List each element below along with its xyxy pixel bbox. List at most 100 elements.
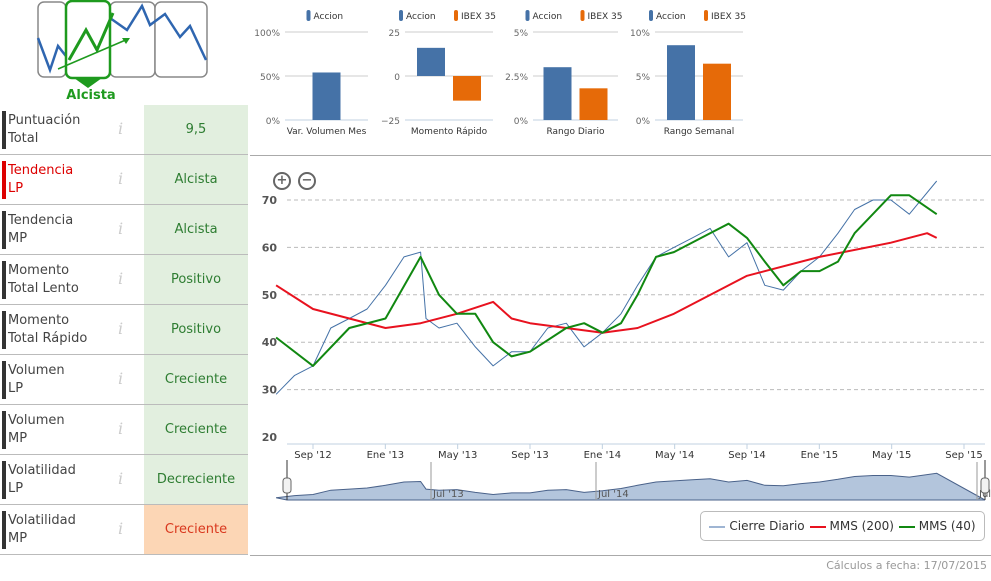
tick-label: 2.5% [505, 73, 528, 83]
row-label: Tendencia MP [8, 212, 73, 248]
row-label-line1: Volumen [8, 363, 65, 378]
trend-logo: Alcista [36, 0, 208, 103]
y-tick-label: 20 [262, 431, 278, 444]
bar-accion [667, 45, 695, 121]
bar-ibex-35 [453, 76, 481, 101]
legend-cierre[interactable]: Cierre Diario [709, 519, 805, 533]
tick-label: 100% [254, 29, 280, 39]
zoom-out-icon[interactable]: − [298, 172, 316, 190]
info-icon[interactable]: i [118, 519, 124, 538]
row-label-line1: Tendencia [8, 163, 74, 178]
legend-swatch [580, 10, 585, 21]
indicator-row: Volumen LP i Creciente [0, 355, 248, 405]
x-tick-label: Ene '15 [801, 450, 838, 461]
y-tick-label: 40 [262, 336, 278, 349]
trend-label: Alcista [66, 88, 115, 103]
indicator-row: Volumen MP i Creciente [0, 405, 248, 455]
row-label: Volumen MP [8, 412, 65, 448]
row-label-line2: Total [8, 131, 39, 146]
x-tick-label: May '13 [438, 450, 477, 461]
info-icon[interactable]: i [118, 469, 124, 488]
zoom-in-icon[interactable]: + [273, 172, 291, 190]
y-tick-label: 60 [262, 241, 278, 254]
row-label-line1: Momento [8, 263, 70, 278]
legend-label: Accion [406, 12, 436, 22]
row-label: Volumen LP [8, 362, 65, 398]
x-tick-label: May '14 [655, 450, 694, 461]
chart-title: Var. Volumen Mes [287, 127, 367, 137]
row-label: Volatilidad LP [8, 462, 76, 498]
info-icon[interactable]: i [118, 419, 124, 438]
row-value: 9,5 [144, 105, 248, 154]
navigator-handle[interactable] [980, 477, 990, 494]
indicator-row: Tendencia LP i Alcista [0, 155, 248, 205]
row-label: Volatilidad MP [8, 512, 76, 548]
row-label-line2: Total Rápido [8, 331, 88, 346]
series-cierre-diario [275, 180, 938, 395]
row-marker [2, 311, 6, 349]
bar-accion [312, 72, 341, 120]
mini-chart-3: 10% 5% 0% Accion IBEX 35 Rango Semanal [630, 10, 746, 137]
calc-date: Cálculos a fecha: 17/07/2015 [826, 559, 987, 572]
legend-swatch [649, 10, 653, 21]
tick-label: 5% [636, 73, 651, 83]
indicator-row: Puntuación Total i 9,5 [0, 105, 248, 155]
info-icon[interactable]: i [118, 369, 124, 388]
x-tick-label: Sep '14 [728, 450, 766, 461]
tick-label: 0 [394, 73, 400, 83]
tick-label: −25 [381, 117, 400, 127]
row-marker [2, 411, 6, 449]
indicator-row: Momento Total Rápido i Positivo [0, 305, 248, 355]
legend-swatch [525, 10, 530, 21]
legend-label: IBEX 35 [461, 12, 496, 22]
chart-title: Rango Diario [546, 127, 605, 137]
row-label: Momento Total Rápido [8, 312, 87, 348]
indicator-row: Volatilidad LP i Decreciente [0, 455, 248, 505]
row-value: Creciente [144, 355, 248, 404]
info-icon[interactable]: i [118, 119, 124, 138]
info-icon[interactable]: i [118, 269, 124, 288]
info-icon[interactable]: i [118, 169, 124, 188]
row-label-line2: LP [8, 181, 24, 196]
tick-label: 5% [514, 29, 529, 39]
y-tick-label: 30 [262, 384, 278, 397]
bar-ibex-35 [579, 88, 608, 120]
row-label: Tendencia LP [8, 162, 73, 198]
row-marker [2, 461, 6, 499]
tick-label: 0% [636, 117, 651, 127]
indicator-row: Volatilidad MP i Creciente [0, 505, 248, 555]
legend-label: Accion [314, 12, 344, 22]
chart-legend: Cierre Diario MMS (200) MMS (40) [700, 511, 985, 541]
chart-title: Momento Rápido [411, 127, 488, 137]
row-value: Positivo [144, 305, 248, 354]
row-marker [2, 261, 6, 299]
legend-mms200[interactable]: MMS (200) [809, 519, 894, 533]
row-value: Decreciente [144, 455, 248, 504]
row-label-line1: Volatilidad [8, 513, 76, 528]
x-tick-label: Sep '12 [294, 450, 332, 461]
row-marker [2, 111, 6, 149]
info-icon[interactable]: i [118, 319, 124, 338]
legend-swatch [704, 10, 708, 21]
mini-chart-0: 100% 50% 0% Accion Var. Volumen Mes [254, 10, 368, 137]
row-label: Momento Total Lento [8, 262, 79, 298]
navigator: Jul '13 Jul '14 Jul [276, 460, 991, 501]
price-chart: 20 30 40 50 60 70 Sep '12 Ene '13 May '13 Sep '13… [262, 180, 991, 501]
y-tick-label: 50 [262, 289, 278, 302]
x-tick-label: Ene '13 [367, 450, 404, 461]
chart-title: Rango Semanal [664, 127, 735, 137]
legend-swatch [454, 10, 458, 21]
info-icon[interactable]: i [118, 219, 124, 238]
row-label-line2: Total Lento [8, 281, 79, 296]
row-marker [2, 211, 6, 249]
x-tick-label: May '15 [872, 450, 911, 461]
mini-chart-1: 25 0 −25 Accion IBEX 35 Momento Rápido [381, 10, 496, 137]
row-value: Alcista [144, 155, 248, 204]
row-label-line2: MP [8, 431, 28, 446]
bar-accion [543, 67, 572, 120]
navigator-handle[interactable] [282, 477, 292, 494]
legend-mms40[interactable]: MMS (40) [898, 519, 976, 533]
navigator-label: Jul '13 [432, 489, 464, 500]
bar-accion [417, 47, 445, 76]
bar-ibex-35 [703, 63, 731, 120]
